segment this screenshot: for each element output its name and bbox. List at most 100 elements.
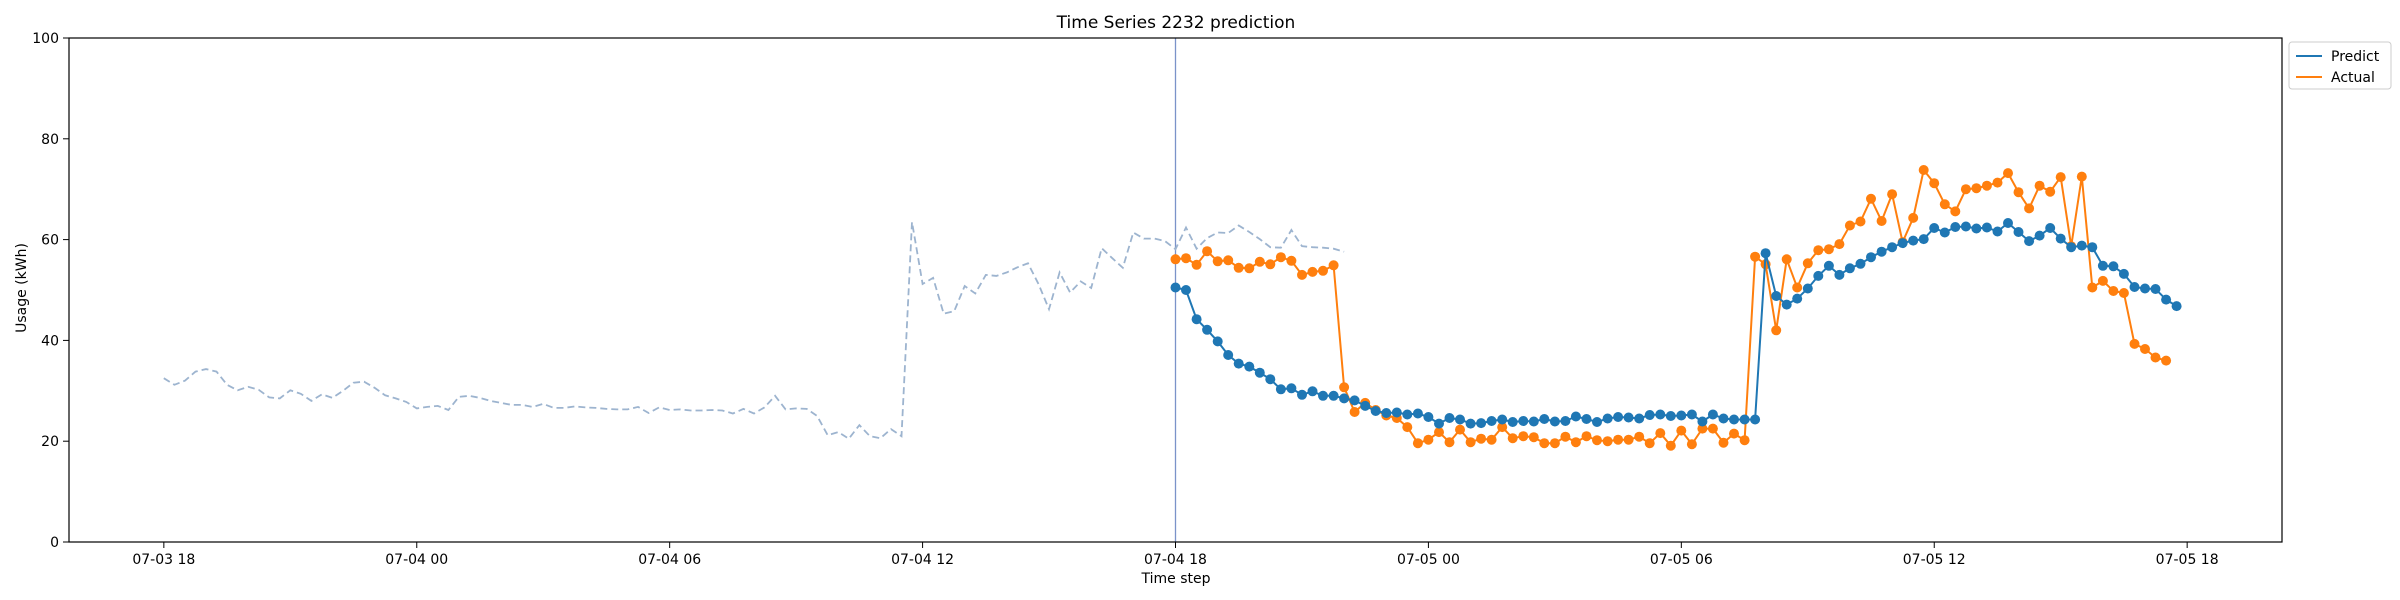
data-point-predict [1719, 414, 1729, 424]
data-point-actual [1866, 194, 1876, 204]
x-tick-label: 07-04 06 [638, 552, 701, 568]
data-point-actual [1676, 426, 1686, 436]
data-point-predict [1592, 417, 1602, 427]
x-tick-label: 07-05 06 [1650, 552, 1713, 568]
data-point-predict [1697, 417, 1707, 427]
data-point-actual [1856, 217, 1866, 227]
data-point-predict [1634, 414, 1644, 424]
y-tick-label: 20 [41, 434, 59, 450]
x-tick-label: 07-04 00 [385, 552, 448, 568]
legend-label-actual: Actual [2331, 70, 2375, 86]
data-point-predict [1508, 417, 1518, 427]
x-tick-label: 07-05 12 [1903, 552, 1966, 568]
data-point-predict [2098, 261, 2108, 271]
data-point-actual [1782, 254, 1792, 264]
data-point-predict [1782, 300, 1792, 310]
data-point-actual [1877, 216, 1887, 226]
data-point-predict [1813, 271, 1823, 281]
data-point-predict [1276, 384, 1286, 394]
data-point-actual [1603, 436, 1613, 446]
data-point-actual [2056, 172, 2066, 182]
data-point-predict [1750, 415, 1760, 425]
data-point-predict [2161, 295, 2171, 305]
data-point-predict [1961, 222, 1971, 232]
data-point-predict [1192, 314, 1202, 324]
data-point-actual [1645, 438, 1655, 448]
data-point-predict [1423, 412, 1433, 422]
data-point-predict [1392, 408, 1402, 418]
data-point-actual [1845, 221, 1855, 231]
data-point-predict [1898, 238, 1908, 248]
data-point-predict [1434, 419, 1444, 429]
x-axis-label: Time step [1141, 571, 1211, 587]
data-point-predict [2056, 234, 2066, 244]
data-point-actual [1202, 246, 1212, 256]
data-point-predict [1582, 414, 1592, 424]
data-point-actual [1729, 429, 1739, 439]
data-point-predict [2045, 223, 2055, 233]
data-point-actual [2161, 356, 2171, 366]
y-tick-label: 100 [32, 31, 59, 47]
data-point-predict [1729, 415, 1739, 425]
data-point-actual [2035, 181, 2045, 191]
data-point-actual [1329, 260, 1339, 270]
legend: Predict Actual [2289, 42, 2391, 89]
data-point-predict [1571, 412, 1581, 422]
data-point-predict [1993, 227, 2003, 237]
data-point-actual [2045, 187, 2055, 197]
chart-title: Time Series 2232 prediction [1056, 13, 1296, 33]
x-tick-label: 07-05 18 [2156, 552, 2219, 568]
data-point-actual [2108, 286, 2118, 296]
data-point-predict [1286, 383, 1296, 393]
y-axis-label: Usage (kWh) [14, 243, 30, 333]
data-point-actual [1539, 438, 1549, 448]
data-point-predict [1539, 414, 1549, 424]
data-point-actual [1508, 433, 1518, 443]
data-point-actual [2098, 276, 2108, 286]
data-point-predict [1824, 261, 1834, 271]
data-point-actual [2140, 344, 2150, 354]
data-point-predict [1244, 362, 1254, 372]
data-point-predict [1908, 236, 1918, 246]
data-point-predict [1771, 291, 1781, 301]
data-point-predict [1234, 359, 1244, 369]
data-point-predict [1603, 414, 1613, 424]
data-point-actual [1950, 206, 1960, 216]
data-point-actual [1582, 431, 1592, 441]
data-point-predict [1950, 222, 1960, 232]
data-point-predict [2087, 242, 2097, 252]
data-point-predict [1308, 386, 1318, 396]
data-point-actual [1476, 434, 1486, 444]
data-point-predict [1497, 415, 1507, 425]
data-point-predict [2014, 227, 2024, 237]
data-point-predict [1856, 259, 1866, 269]
data-point-predict [2119, 269, 2129, 279]
data-point-predict [2066, 242, 2076, 252]
data-point-predict [1613, 412, 1623, 422]
data-point-actual [1908, 213, 1918, 223]
data-point-actual [1550, 438, 1560, 448]
data-point-predict [1171, 283, 1181, 293]
data-point-actual [1813, 245, 1823, 255]
data-point-actual [1445, 437, 1455, 447]
data-point-actual [2014, 187, 2024, 197]
x-tick-label: 07-03 18 [132, 552, 195, 568]
data-point-predict [1887, 242, 1897, 252]
data-point-actual [1655, 428, 1665, 438]
data-point-actual [1803, 258, 1813, 268]
data-point-actual [1487, 435, 1497, 445]
data-point-predict [1329, 391, 1339, 401]
data-point-predict [1518, 416, 1528, 426]
data-point-actual [1982, 181, 1992, 191]
data-point-actual [1402, 422, 1412, 432]
data-point-actual [1624, 435, 1634, 445]
data-point-predict [1687, 410, 1697, 420]
data-point-predict [1371, 406, 1381, 416]
data-point-actual [1834, 239, 1844, 249]
x-tick-label: 07-05 00 [1397, 552, 1460, 568]
data-point-predict [2035, 231, 2045, 241]
data-point-actual [1413, 438, 1423, 448]
data-point-actual [1929, 178, 1939, 188]
data-point-predict [1223, 350, 1233, 360]
